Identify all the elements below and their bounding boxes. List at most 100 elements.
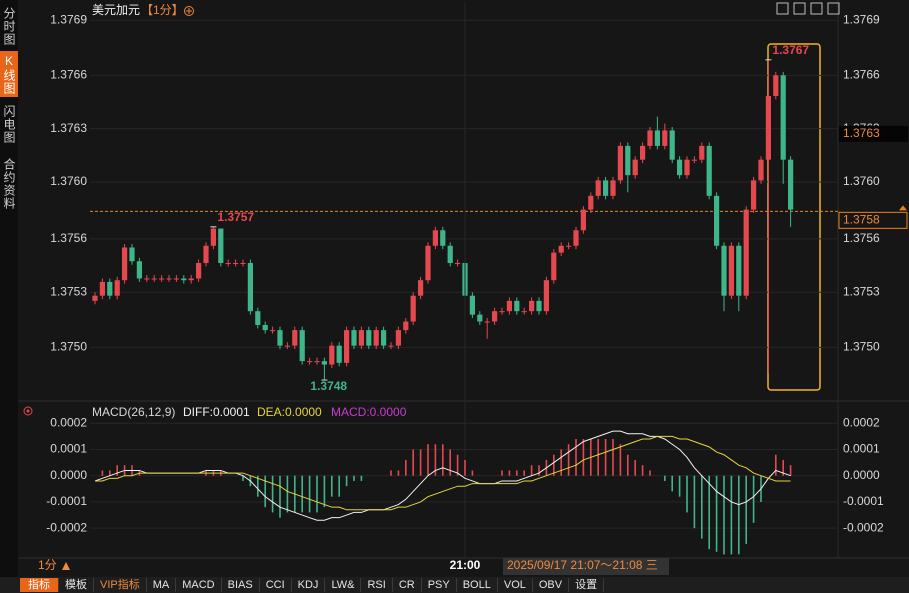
macd-line bbox=[94, 430, 791, 521]
candle-body bbox=[536, 300, 542, 312]
candle-body bbox=[388, 345, 394, 347]
candle-body bbox=[654, 130, 660, 146]
candle-body bbox=[669, 130, 675, 160]
x-tick-label: 21:00 bbox=[450, 558, 481, 572]
candle-body bbox=[314, 361, 320, 363]
y2-tick-label: 1.3756 bbox=[843, 231, 880, 245]
toolbar-item[interactable]: LW& bbox=[325, 578, 362, 592]
candle-body bbox=[580, 209, 586, 231]
tab[interactable]: 合约资料 bbox=[2, 158, 16, 210]
candle-body bbox=[610, 180, 616, 196]
tab[interactable]: 分时图 bbox=[2, 6, 16, 46]
toolbar-item[interactable]: 模板 bbox=[59, 578, 94, 592]
y2-tick-label: 1.3760 bbox=[843, 174, 880, 188]
toolbar-item[interactable]: PSY bbox=[422, 578, 457, 592]
current-price-arrow bbox=[899, 205, 907, 211]
legend-entry: DIFF:0.0001 bbox=[183, 405, 250, 419]
toolbar-item[interactable]: CCI bbox=[260, 578, 292, 592]
y-tick-label: 1.3763 bbox=[50, 121, 87, 135]
candle-body bbox=[247, 262, 253, 312]
candle-body bbox=[173, 278, 179, 280]
candle-body bbox=[418, 280, 424, 296]
y2-tick-label: -0.0001 bbox=[843, 494, 884, 508]
candle-body bbox=[196, 262, 202, 279]
tab[interactable]: K线图 bbox=[0, 51, 18, 97]
period-button[interactable]: 1分 bbox=[38, 558, 57, 572]
y-tick-label: 0.0001 bbox=[50, 442, 87, 456]
y2-tick-label: 0.0001 bbox=[843, 442, 880, 456]
toolbar-item[interactable]: 指标 bbox=[20, 578, 59, 592]
candle-body bbox=[758, 159, 764, 181]
candle-body bbox=[484, 321, 490, 323]
candle-body bbox=[351, 330, 357, 346]
candle-body bbox=[573, 230, 579, 246]
y-tick-label: -0.0002 bbox=[46, 520, 87, 534]
chart: 美元加元 【1分】 MACD(26,12,9) 1分 1.3750 1.3750 1… bbox=[18, 0, 909, 577]
macd-title: MACD(26,12,9) bbox=[92, 405, 175, 419]
candle-body bbox=[595, 180, 601, 196]
crosshair-price-box bbox=[839, 125, 908, 142]
candle-body bbox=[765, 95, 771, 160]
current-price-label: 1.3758 bbox=[843, 213, 880, 227]
extreme-label: 1.3748 bbox=[310, 379, 347, 393]
y2-tick-label: -0.0002 bbox=[843, 520, 884, 534]
candle-body bbox=[344, 330, 350, 363]
candle-body bbox=[114, 280, 120, 296]
candle-body bbox=[270, 330, 276, 332]
candle-body bbox=[292, 330, 298, 346]
extreme-label: 1.3767 bbox=[772, 43, 809, 57]
candle-body bbox=[395, 330, 401, 346]
candle-body bbox=[159, 278, 165, 280]
candle-body bbox=[632, 159, 638, 176]
candle-body bbox=[99, 281, 105, 296]
candle-body bbox=[381, 330, 387, 346]
candle-body bbox=[447, 245, 453, 263]
toolbar-item[interactable]: 设置 bbox=[569, 578, 605, 592]
extreme-label: 1.3757 bbox=[217, 210, 254, 224]
candle-body bbox=[714, 195, 720, 246]
legend-entry: DEA:0.0000 bbox=[257, 405, 322, 419]
candle-body bbox=[410, 295, 416, 322]
y2-tick-label: 0.0002 bbox=[843, 415, 880, 429]
toolbar: 指标 模板 VIP指标 MA MACD BIAS CCI KDJ LW& RSI… bbox=[0, 577, 909, 593]
candle-body bbox=[721, 245, 727, 296]
toolbar-item[interactable]: MACD bbox=[176, 578, 222, 592]
toolbar-item[interactable]: BOLL bbox=[457, 578, 498, 592]
toolbar-item[interactable]: OBV bbox=[533, 578, 570, 592]
candle-body bbox=[691, 159, 697, 161]
candle-body bbox=[218, 228, 224, 263]
toolbar-item[interactable]: VOL bbox=[498, 578, 533, 592]
candle-body bbox=[166, 278, 172, 280]
candle-body bbox=[321, 361, 327, 365]
candle-body bbox=[662, 130, 668, 146]
candle-body bbox=[151, 278, 157, 280]
candle-body bbox=[262, 324, 268, 331]
toolbar-item[interactable]: VIP指标 bbox=[94, 578, 147, 592]
candle-body bbox=[706, 145, 712, 196]
candle-body bbox=[558, 245, 564, 253]
candle-body bbox=[358, 330, 364, 346]
candle-body bbox=[299, 330, 305, 362]
candle-body bbox=[203, 245, 209, 263]
y-tick-label: 1.3760 bbox=[50, 174, 87, 188]
period-arrow[interactable] bbox=[62, 562, 70, 570]
candle-body bbox=[514, 300, 520, 312]
toolbar-item[interactable]: MA bbox=[147, 578, 177, 592]
candle-body bbox=[684, 159, 690, 176]
candle-body bbox=[366, 330, 372, 346]
toolbar-item[interactable]: KDJ bbox=[292, 578, 326, 592]
candle-body bbox=[736, 245, 742, 296]
toolbar-item[interactable]: RSI bbox=[361, 578, 393, 592]
add-icon[interactable] bbox=[184, 6, 194, 16]
candle-body bbox=[551, 252, 557, 281]
toolbar-item[interactable]: BIAS bbox=[222, 578, 260, 592]
y2-tick-label: 1.3766 bbox=[843, 67, 880, 81]
toolbar-item[interactable]: CR bbox=[393, 578, 422, 592]
window-icons[interactable] bbox=[776, 2, 840, 15]
candle-body bbox=[455, 262, 461, 264]
y-tick-label: 1.3769 bbox=[50, 12, 87, 26]
tab[interactable]: 闪电图 bbox=[2, 104, 16, 144]
candle-body bbox=[566, 245, 572, 247]
settings-icon[interactable] bbox=[23, 406, 33, 416]
